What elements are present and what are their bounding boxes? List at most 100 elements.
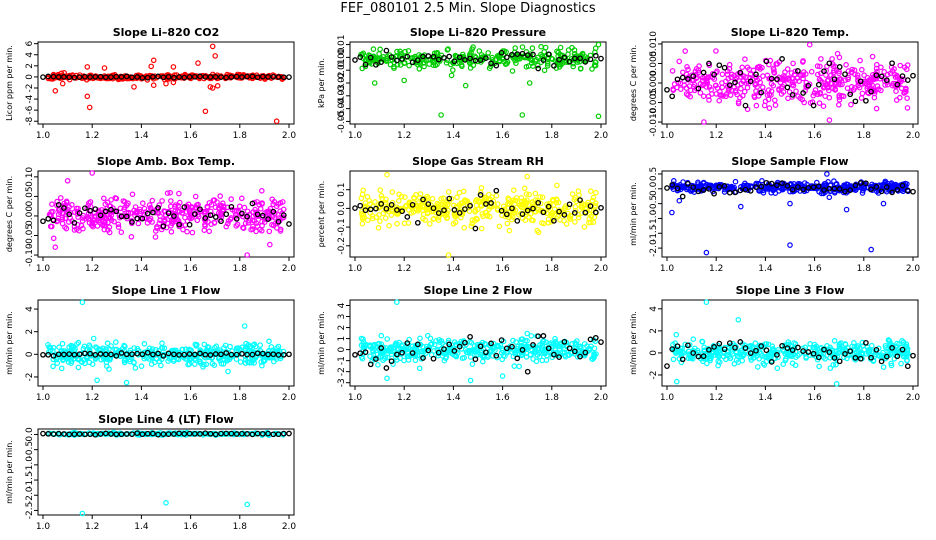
data-point — [552, 335, 558, 342]
data-point — [732, 76, 739, 83]
reference-point — [186, 74, 193, 80]
data-point-outlier — [833, 380, 840, 387]
reference-point — [598, 55, 604, 62]
reference-point — [857, 180, 864, 186]
data-point — [206, 200, 213, 206]
y-tick-label: 3 — [337, 314, 347, 320]
data-point — [904, 105, 911, 111]
data-point — [826, 194, 833, 201]
data-point — [802, 71, 809, 77]
data-point — [712, 82, 719, 89]
reference-point — [737, 187, 744, 194]
data-point — [797, 72, 804, 78]
reference-point — [388, 201, 395, 208]
reference-point — [97, 73, 104, 80]
data-point — [128, 234, 135, 240]
data-point — [202, 221, 208, 228]
data-point — [869, 53, 876, 60]
data-point — [402, 194, 408, 201]
data-point — [744, 64, 751, 71]
reference-point — [878, 73, 885, 80]
reference-point — [836, 186, 843, 192]
reference-point — [847, 187, 854, 193]
reference-point — [842, 71, 848, 78]
data-point — [675, 79, 682, 86]
data-point — [808, 68, 815, 75]
y-axis-label: ml/min per min. — [317, 311, 326, 375]
data-point — [526, 191, 532, 198]
reference-point — [889, 60, 895, 67]
data-point — [742, 180, 748, 187]
data-point — [529, 45, 536, 51]
data-point — [201, 227, 208, 234]
chart-title: Slope Li–820 Temp. — [731, 26, 850, 39]
reference-point — [894, 187, 901, 193]
data-point — [523, 200, 530, 206]
reference-point — [50, 73, 57, 80]
x-tick-label: 1.2 — [397, 131, 411, 141]
reference-point — [40, 430, 46, 437]
reference-point — [223, 211, 230, 218]
reference-point — [721, 64, 728, 71]
reference-point — [711, 190, 717, 197]
y-tick-label: -1.0 — [649, 209, 659, 227]
data-point — [427, 335, 434, 342]
data-point — [102, 201, 109, 208]
data-point — [449, 67, 456, 73]
reference-point — [863, 97, 869, 104]
data-point — [706, 97, 712, 103]
reference-point — [113, 208, 120, 215]
data-point — [477, 202, 484, 208]
data-point-outlier — [673, 378, 680, 385]
reference-point — [669, 93, 676, 100]
y-tick-label: -0.1 — [337, 218, 347, 236]
reference-point — [420, 196, 426, 203]
x-tick-label: 1.6 — [183, 393, 198, 403]
data-point — [184, 228, 190, 235]
data-point — [366, 197, 373, 204]
data-point — [496, 223, 503, 230]
data-point — [66, 76, 73, 83]
data-point — [890, 182, 897, 189]
data-point — [828, 72, 834, 79]
reference-point — [233, 73, 240, 80]
reference-point — [592, 209, 599, 216]
data-point — [359, 220, 366, 227]
data-point — [732, 87, 739, 94]
data-point — [546, 202, 553, 209]
y-tick-label: -2.0 — [649, 239, 659, 257]
reference-point — [435, 210, 442, 216]
data-point — [397, 51, 404, 57]
reference-point — [566, 58, 573, 65]
data-point — [159, 340, 165, 347]
data-point — [456, 189, 463, 196]
reference-point — [847, 91, 854, 98]
reference-point — [270, 73, 277, 80]
data-point — [102, 219, 108, 226]
reference-point — [810, 102, 817, 109]
data-point — [443, 59, 450, 66]
data-point — [378, 56, 385, 62]
data-point — [589, 66, 595, 72]
x-tick-label: 1.2 — [709, 131, 723, 141]
reference-point — [498, 207, 505, 214]
reference-point — [664, 363, 670, 369]
data-point — [821, 181, 828, 187]
reference-point — [700, 187, 707, 193]
reference-point — [556, 56, 562, 63]
data-point — [759, 84, 766, 91]
reference-point — [805, 82, 812, 89]
data-point — [832, 87, 838, 93]
data-point — [575, 214, 582, 221]
reference-point — [530, 51, 536, 58]
data-point — [687, 87, 694, 94]
data-point — [839, 81, 845, 88]
data-point-outlier — [384, 375, 390, 382]
data-point — [402, 203, 409, 210]
data-point — [760, 73, 766, 79]
data-point — [237, 359, 244, 365]
data-point-outlier — [703, 249, 710, 256]
reference-point — [430, 53, 437, 60]
data-point — [156, 202, 163, 208]
